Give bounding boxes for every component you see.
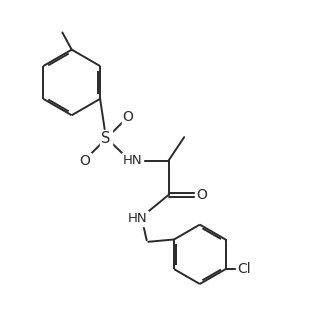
Text: HN: HN xyxy=(123,154,142,167)
Text: O: O xyxy=(79,154,90,168)
Text: O: O xyxy=(196,188,207,202)
Text: HN: HN xyxy=(128,212,147,225)
Text: S: S xyxy=(102,131,111,146)
Text: Cl: Cl xyxy=(237,262,251,276)
Text: O: O xyxy=(123,110,133,124)
